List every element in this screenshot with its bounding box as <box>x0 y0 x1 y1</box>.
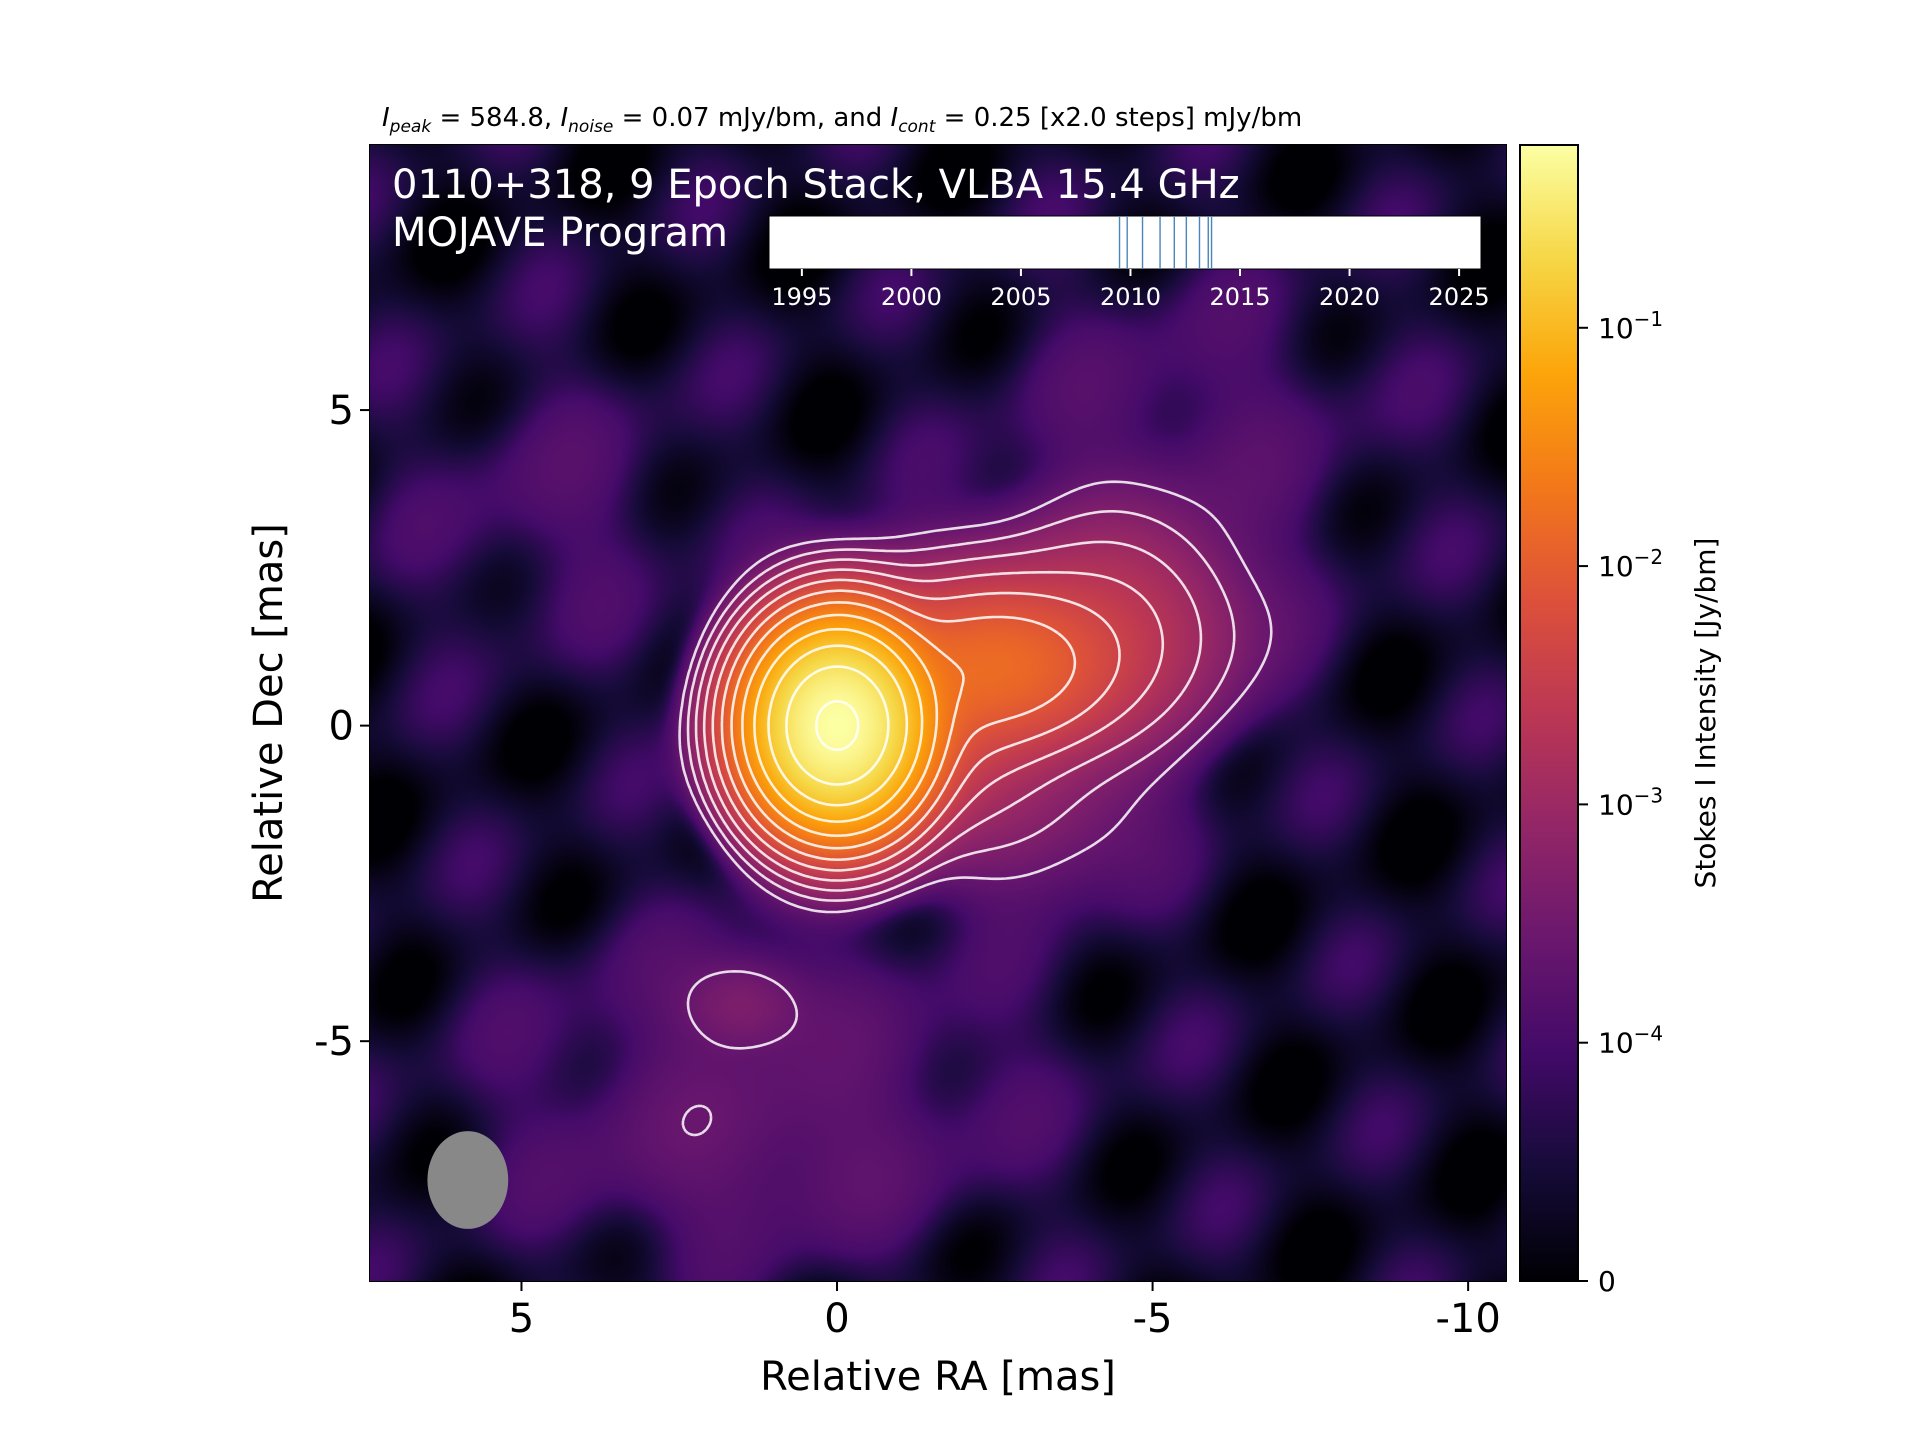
y-tick-label: -5 <box>314 1019 354 1065</box>
y-tick-label: 5 <box>329 388 354 434</box>
timeline-tick-label: 2020 <box>1319 283 1380 311</box>
contour-level <box>711 578 1121 872</box>
beam-ellipse <box>427 1131 509 1229</box>
timeline-box <box>768 215 1482 270</box>
colorbar <box>1519 144 1579 1282</box>
y-tick-label: 0 <box>329 704 354 750</box>
contour-level <box>741 613 939 837</box>
contour-level <box>678 480 1273 1137</box>
contour-level <box>720 589 1077 861</box>
contour-level <box>730 601 965 850</box>
colorbar-tick-label: 10−4 <box>1598 1022 1663 1060</box>
contour-level <box>767 644 909 807</box>
timeline-tick-label: 2015 <box>1209 283 1270 311</box>
y-axis-label: Relative Dec [mas] <box>246 523 292 903</box>
colorbar-tick-label: 0 <box>1598 1265 1616 1298</box>
colorbar-tick-label: 10−1 <box>1598 307 1663 345</box>
colorbar-tick-label: 10−2 <box>1598 545 1663 583</box>
contour-level <box>785 665 890 786</box>
timeline-tick-label: 2000 <box>881 283 942 311</box>
x-tick-label: 5 <box>509 1296 534 1342</box>
contour-level <box>702 568 1165 882</box>
contour-level <box>686 510 1236 902</box>
x-tick-label: -10 <box>1435 1296 1500 1342</box>
x-tick-label: -5 <box>1133 1296 1173 1342</box>
contour-level <box>694 540 1203 892</box>
x-axis-label: Relative RA [mas] <box>760 1354 1116 1400</box>
x-tick-label: 0 <box>824 1296 849 1342</box>
timeline-tick-label: 2010 <box>1100 283 1161 311</box>
colorbar-label: Stokes I Intensity [Jy/bm] <box>1689 538 1722 889</box>
contour-level <box>815 699 860 752</box>
timeline-tick-label: 1995 <box>771 283 832 311</box>
header-text: Ipeak = 584.8, Inoise = 0.07 mJy/bm, and… <box>382 103 1302 137</box>
contour-level <box>753 627 924 823</box>
source-title: 0110+318, 9 Epoch Stack, VLBA 15.4 GHz <box>392 162 1240 208</box>
colorbar-tick-label: 10−3 <box>1598 783 1663 821</box>
timeline-tick-label: 2005 <box>990 283 1051 311</box>
contour-lines <box>678 480 1273 1137</box>
epoch-timeline: 1995 2000 2005 2010 2015 2020 2025 <box>768 215 1490 311</box>
timeline-tick-label: 2025 <box>1429 283 1490 311</box>
program-label: MOJAVE Program <box>392 210 728 256</box>
